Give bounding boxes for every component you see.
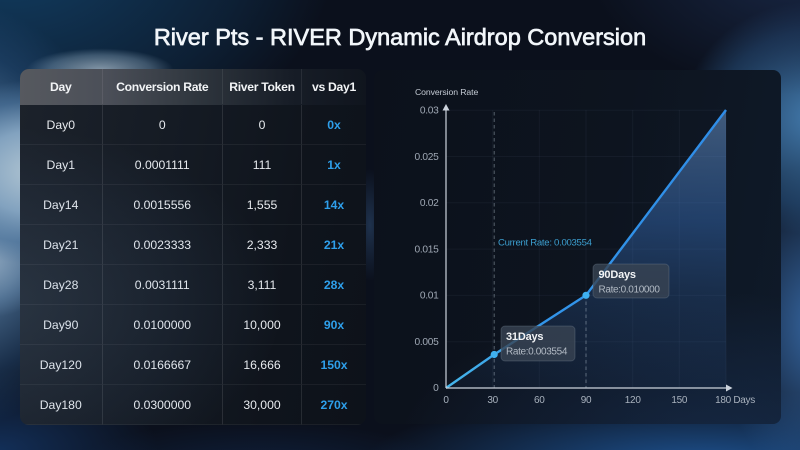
svg-text:0.02: 0.02: [420, 198, 439, 209]
svg-text:Rate:0.010000: Rate:0.010000: [599, 285, 661, 296]
svg-text:0: 0: [443, 395, 449, 406]
svg-text:90: 90: [581, 395, 592, 406]
svg-text:0.01: 0.01: [420, 291, 439, 302]
svg-text:90Days: 90Days: [599, 269, 636, 281]
svg-text:60: 60: [534, 395, 545, 406]
svg-text:31Days: 31Days: [506, 331, 543, 343]
svg-text:Rate:0.003554: Rate:0.003554: [506, 347, 568, 358]
svg-text:120: 120: [625, 395, 642, 406]
svg-text:0.005: 0.005: [415, 337, 440, 348]
svg-text:Conversion Rate: Conversion Rate: [415, 87, 478, 97]
svg-text:150: 150: [671, 395, 688, 406]
svg-text:Current Rate: 0.003554: Current Rate: 0.003554: [498, 238, 593, 249]
svg-text:180 Days: 180 Days: [715, 395, 755, 406]
svg-text:0.015: 0.015: [415, 244, 440, 255]
svg-text:0: 0: [433, 383, 439, 394]
svg-text:30: 30: [487, 395, 498, 406]
svg-text:0.025: 0.025: [415, 152, 440, 163]
svg-text:0.03: 0.03: [420, 106, 439, 117]
